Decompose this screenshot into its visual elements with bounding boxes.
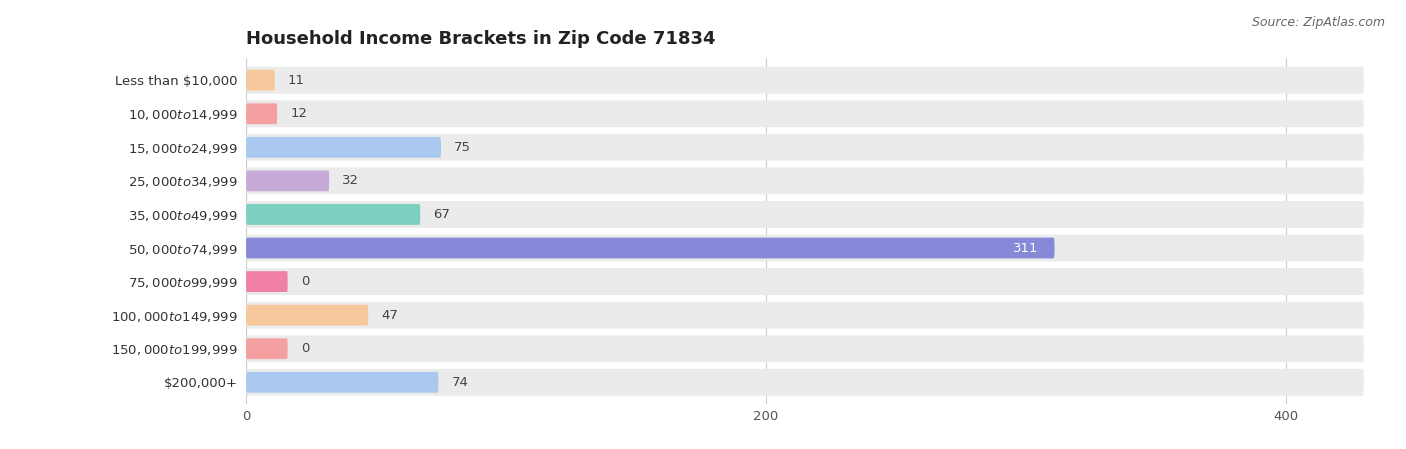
Text: Household Income Brackets in Zip Code 71834: Household Income Brackets in Zip Code 71… [246,31,716,48]
FancyBboxPatch shape [246,134,1364,161]
FancyBboxPatch shape [246,271,288,292]
FancyBboxPatch shape [246,201,1364,228]
Text: 12: 12 [290,107,308,120]
FancyBboxPatch shape [246,137,441,158]
FancyBboxPatch shape [246,67,1364,93]
FancyBboxPatch shape [246,369,1364,396]
FancyBboxPatch shape [246,338,288,359]
FancyBboxPatch shape [246,103,277,124]
FancyBboxPatch shape [246,234,1364,261]
Text: 311: 311 [1014,242,1039,255]
Text: 11: 11 [288,74,305,87]
FancyBboxPatch shape [246,70,274,91]
FancyBboxPatch shape [246,302,1364,329]
FancyBboxPatch shape [246,305,368,326]
FancyBboxPatch shape [246,238,1054,259]
Text: 75: 75 [454,141,471,154]
FancyBboxPatch shape [246,372,439,393]
FancyBboxPatch shape [246,167,1364,194]
Text: 67: 67 [433,208,450,221]
Text: 0: 0 [301,275,309,288]
FancyBboxPatch shape [246,335,1364,362]
Text: 47: 47 [381,308,398,321]
FancyBboxPatch shape [246,268,1364,295]
Text: Source: ZipAtlas.com: Source: ZipAtlas.com [1251,16,1385,29]
Text: 74: 74 [451,376,468,389]
Text: 32: 32 [342,174,359,187]
FancyBboxPatch shape [246,204,420,225]
Text: 0: 0 [301,342,309,355]
FancyBboxPatch shape [246,100,1364,127]
FancyBboxPatch shape [246,171,329,191]
